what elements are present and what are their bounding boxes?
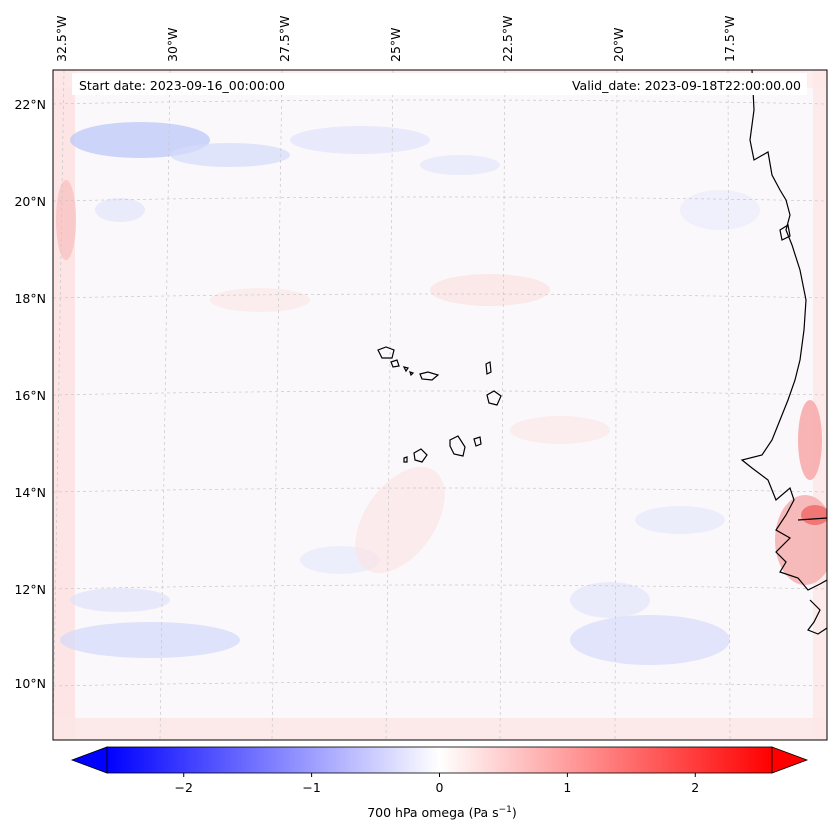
lat-tick-label: 14°N	[14, 485, 46, 500]
colorbar-unit-exponent: −1	[498, 805, 512, 815]
colorbar-title: 700 hPa omega (Pa s−1)	[367, 805, 517, 820]
header-box	[72, 73, 807, 95]
colorbar-tick-label: −1	[302, 780, 321, 795]
colorbar-tick-label: 1	[563, 780, 572, 795]
colorbar	[70, 746, 809, 777]
lon-tick-label: 17.5°W	[722, 15, 737, 62]
colorbar-unit-close: )	[511, 805, 517, 821]
lon-tick-label: 30°W	[165, 27, 180, 62]
lat-tick-label: 20°N	[14, 194, 46, 209]
lon-tick-label: 25°W	[388, 27, 403, 62]
colorbar-variable: 700 hPa omega (Pa s	[367, 805, 499, 821]
colorbar-tick-label: −2	[174, 780, 193, 795]
cape-verde-islands	[377, 346, 502, 463]
lon-tick-label: 22.5°W	[500, 15, 515, 62]
lon-tick-label: 27.5°W	[277, 15, 292, 62]
omega-field	[53, 70, 827, 740]
lat-tick-label: 18°N	[14, 291, 46, 306]
start-date: Start date: 2023-09-16_00:00:00	[79, 78, 285, 93]
colorbar-max-extend	[771, 746, 809, 774]
colorbar-min-extend	[70, 746, 108, 774]
lat-tick-label: 12°N	[14, 582, 46, 597]
lat-tick-label: 22°N	[14, 97, 46, 112]
colorbar-gradient	[106, 746, 773, 774]
lat-tick-label: 16°N	[14, 388, 46, 403]
lon-tick-label: 20°W	[611, 27, 626, 62]
africa-coastline	[740, 70, 827, 635]
colorbar-tick-label: 0	[435, 780, 444, 795]
lat-tick-label: 10°N	[14, 676, 46, 691]
map-frame	[52, 69, 828, 741]
valid-date: Valid_date: 2023-09-18T22:00:00.00	[571, 78, 801, 93]
graticule	[53, 70, 827, 740]
colorbar-tick-label: 2	[691, 780, 700, 795]
lon-tick-label: 32.5°W	[54, 15, 69, 62]
